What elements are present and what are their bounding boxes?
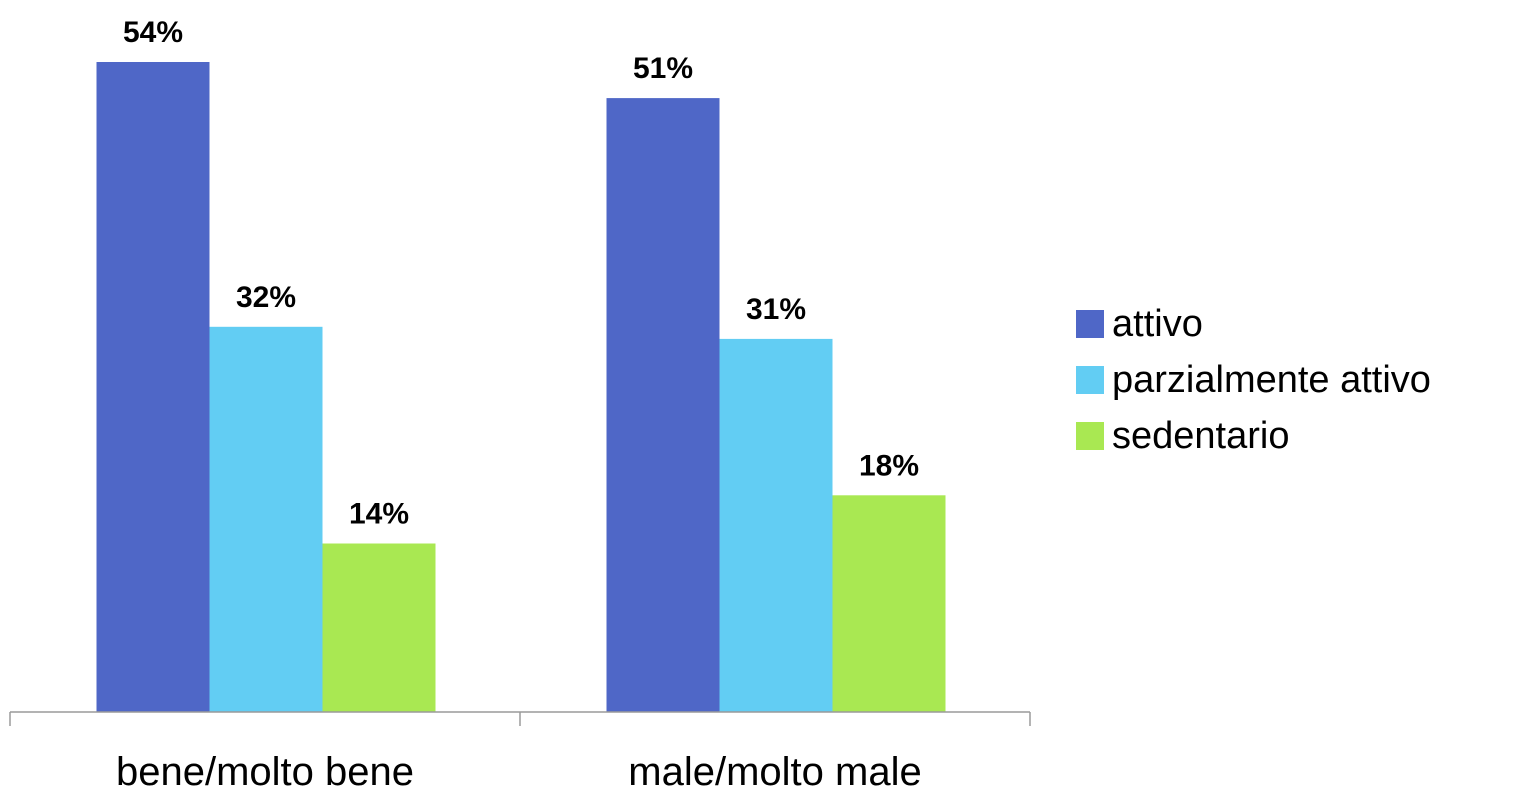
data-label-parzialmente-attivo-bene-molto-bene: 32% bbox=[236, 281, 296, 314]
legend-swatch-parzialmente-attivo bbox=[1076, 366, 1104, 394]
legend-item-attivo: attivo bbox=[1076, 296, 1516, 352]
data-label-attivo-male-molto-male: 51% bbox=[633, 52, 693, 85]
bar-sedentario-male-molto-male bbox=[832, 495, 946, 712]
legend: attivo parzialmente attivo sedentario bbox=[1076, 296, 1516, 464]
data-label-parzialmente-attivo-male-molto-male: 31% bbox=[746, 293, 806, 326]
legend-swatch-sedentario bbox=[1076, 422, 1104, 450]
category-label-bene-molto-bene: bene/molto bene bbox=[116, 750, 414, 791]
bar-sedentario-bene-molto-bene bbox=[322, 543, 436, 712]
bar-attivo-male-molto-male bbox=[606, 98, 720, 713]
legend-label-sedentario: sedentario bbox=[1112, 415, 1290, 457]
bar-attivo-bene-molto-bene bbox=[96, 62, 210, 712]
bar-parzialmente-attivo-bene-molto-bene bbox=[209, 326, 323, 712]
data-label-sedentario-bene-molto-bene: 14% bbox=[349, 498, 409, 531]
legend-swatch-attivo bbox=[1076, 310, 1104, 338]
data-label-attivo-bene-molto-bene: 54% bbox=[123, 16, 183, 49]
data-label-sedentario-male-molto-male: 18% bbox=[859, 449, 919, 482]
legend-label-parzialmente-attivo: parzialmente attivo bbox=[1112, 359, 1431, 401]
legend-item-parzialmente-attivo: parzialmente attivo bbox=[1076, 352, 1516, 408]
legend-label-attivo: attivo bbox=[1112, 303, 1203, 345]
legend-item-sedentario: sedentario bbox=[1076, 408, 1516, 464]
bar-parzialmente-attivo-male-molto-male bbox=[719, 338, 833, 712]
category-label-male-molto-male: male/molto male bbox=[628, 750, 921, 791]
